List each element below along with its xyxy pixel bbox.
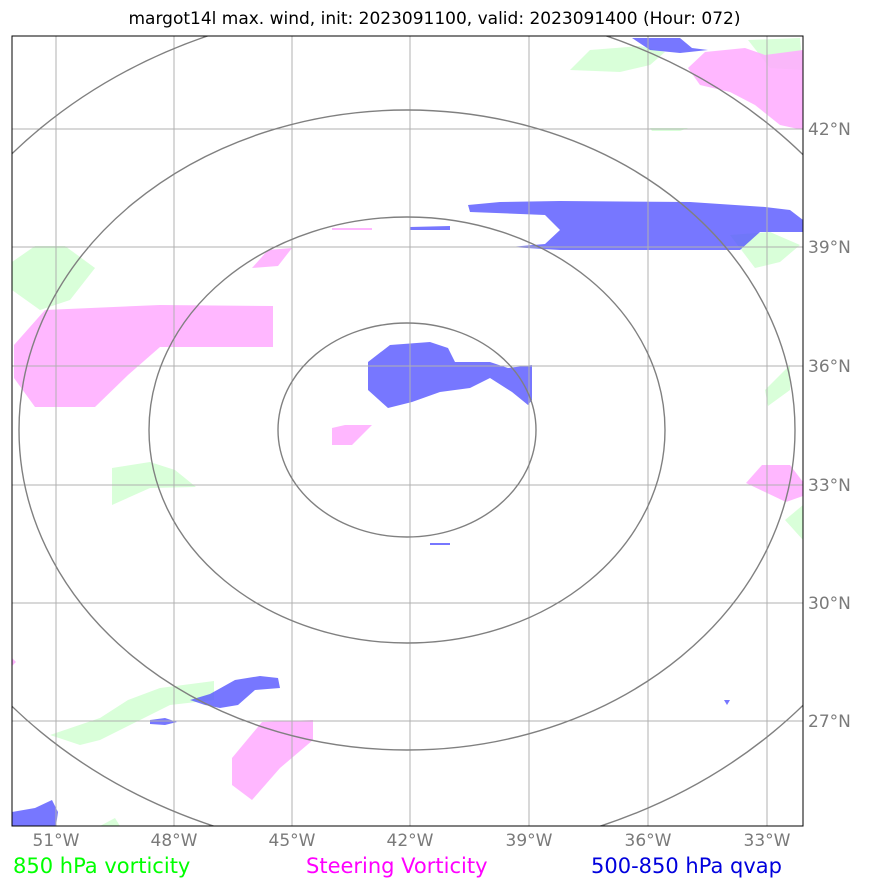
green-patch — [100, 818, 120, 826]
magenta-patch — [332, 228, 372, 230]
magenta-patch — [232, 720, 313, 800]
range-ring-1 — [277, 322, 537, 538]
green-patch — [50, 681, 214, 745]
green-patch — [785, 505, 803, 540]
lat-tick-label: 39°N — [808, 238, 851, 258]
lon-tick-label: 36°W — [625, 831, 672, 851]
magenta-patch — [12, 658, 16, 666]
range-rings — [12, 36, 803, 826]
blue-patch — [724, 700, 730, 705]
lat-tick-label: 30°N — [808, 594, 851, 614]
blue-patch — [12, 800, 58, 826]
range-ring-3 — [18, 109, 796, 751]
lon-tick-label: 33°W — [744, 831, 791, 851]
green-patch — [112, 462, 196, 505]
lon-tick-label: 48°W — [151, 831, 198, 851]
map-title: margot14l max. wind, init: 2023091100, v… — [128, 9, 741, 29]
legend-850-vorticity: 850 hPa vorticity — [13, 854, 191, 878]
qvap-patches — [12, 38, 803, 826]
green-patch — [12, 246, 95, 310]
magenta-patch — [252, 248, 292, 268]
green-patch — [765, 365, 790, 406]
blue-patch — [410, 226, 450, 230]
lat-tick-label: 36°N — [808, 357, 851, 377]
lon-tick-label: 39°W — [506, 831, 553, 851]
green-patch — [570, 46, 665, 72]
lat-tick-label: 27°N — [808, 712, 851, 732]
blue-patch — [632, 38, 708, 53]
lat-tick-label: 42°N — [808, 120, 851, 140]
blue-patch — [368, 342, 532, 408]
lon-tick-label: 51°W — [33, 831, 80, 851]
blue-patch — [430, 543, 450, 545]
lon-tick-label: 42°W — [387, 831, 434, 851]
legend-steering-vorticity: Steering Vorticity — [306, 854, 488, 878]
map-frame — [11, 35, 804, 827]
range-ring-2 — [148, 216, 666, 644]
map-grid — [12, 36, 803, 826]
lat-tick-labels: 42°N 39°N 36°N 33°N 30°N 27°N — [808, 120, 851, 732]
lat-tick-label: 33°N — [808, 476, 851, 496]
magenta-patch — [14, 305, 273, 407]
blue-patch — [190, 676, 280, 708]
lon-tick-labels: 51°W 48°W 45°W 42°W 39°W 36°W 33°W — [33, 831, 791, 851]
magenta-patch — [688, 48, 803, 130]
lon-tick-label: 45°W — [269, 831, 316, 851]
steering-vorticity-patches — [12, 48, 803, 800]
legend-qvap: 500-850 hPa qvap — [591, 854, 782, 878]
magenta-patch — [332, 425, 372, 445]
range-ring-4 — [12, 36, 803, 826]
vorticity-850-patches — [12, 38, 803, 826]
blue-patch — [468, 201, 803, 250]
magenta-patch — [746, 465, 803, 502]
